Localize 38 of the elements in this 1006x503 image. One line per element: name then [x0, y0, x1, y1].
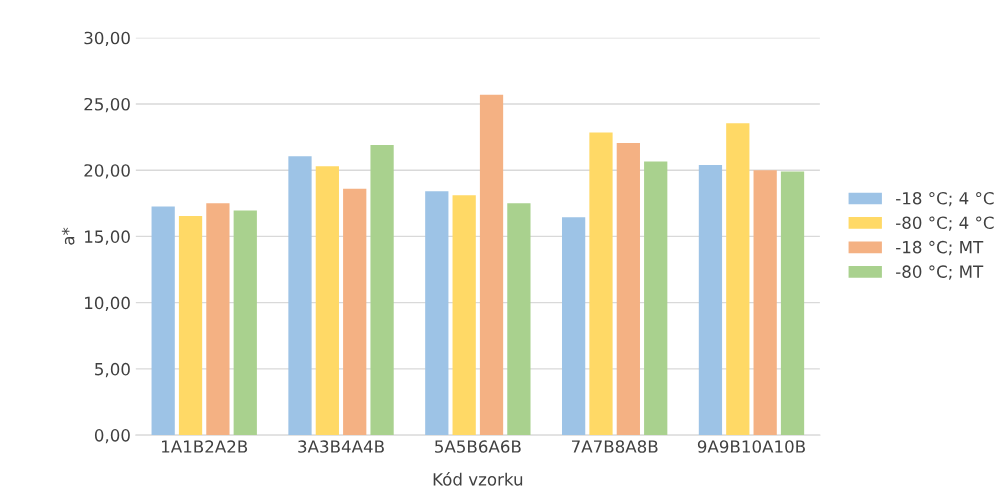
bar	[178, 215, 203, 436]
bar	[726, 123, 750, 436]
bar	[206, 203, 230, 436]
bar	[507, 203, 531, 436]
y-axis-title: a*	[61, 227, 75, 245]
bar	[288, 156, 312, 436]
bar	[753, 170, 777, 436]
bar	[644, 161, 668, 436]
x-tick-label: 1A1B2A2B	[162, 440, 248, 453]
bar	[233, 210, 257, 436]
y-tick-label: 15,00	[85, 230, 130, 245]
y-tick-label: 5,00	[95, 362, 130, 378]
legend-label: -80 °C; MT	[896, 265, 984, 280]
y-tick-label: 20,00	[84, 164, 130, 179]
x-axis-title: Kód vzorku	[433, 472, 523, 486]
legend-label: -80 °C; 4 °C	[896, 216, 994, 231]
y-tick-label: 10,00	[85, 296, 130, 311]
bar	[370, 145, 394, 436]
y-tick-label: 0,00	[94, 429, 130, 444]
x-tick-label: 7A7B8A8B	[571, 440, 658, 453]
bar	[561, 217, 586, 436]
x-tick-label: 3A3B4A4B	[298, 440, 384, 453]
y-tick-label: 30,00	[84, 31, 130, 46]
bar	[315, 166, 339, 436]
bar	[452, 195, 476, 436]
x-tick-label: 9A9B10A10B	[697, 440, 805, 453]
bar	[698, 164, 723, 436]
legend-label: -18 °C; 4 °C	[896, 191, 994, 207]
bar	[343, 188, 367, 436]
y-tick-label: 25,00	[84, 97, 130, 113]
bar	[589, 132, 613, 436]
bar	[780, 171, 805, 436]
x-tick-label: 5A5B6A6B	[435, 440, 521, 453]
bar	[151, 206, 175, 436]
bar	[616, 143, 640, 436]
bar	[479, 94, 504, 436]
bar	[425, 191, 449, 436]
legend-label: -18 °C; MT	[896, 240, 984, 256]
